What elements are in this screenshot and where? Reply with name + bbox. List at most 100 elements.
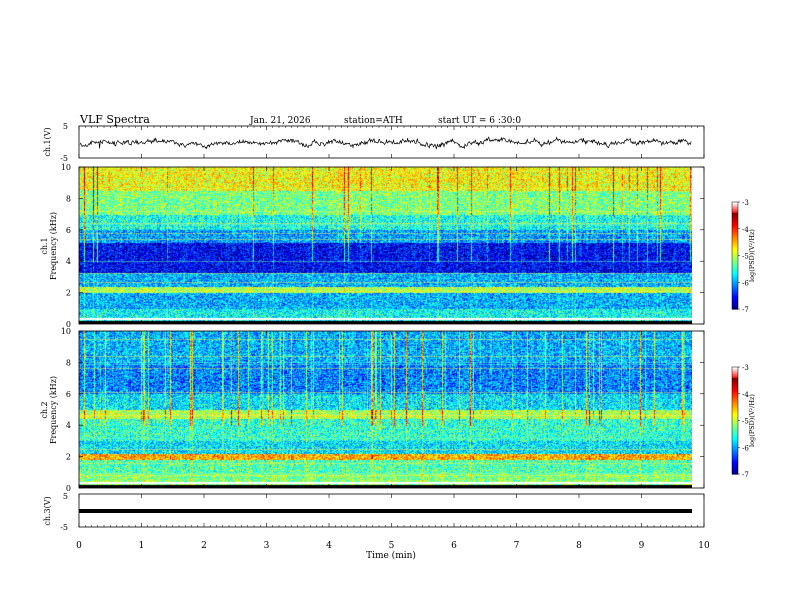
colorbar-swatch [732, 372, 738, 375]
colorbar-swatch [732, 472, 738, 475]
time-tick-label: 9 [639, 541, 645, 551]
colorbar-swatch [732, 438, 738, 441]
colorbar-swatch [732, 406, 738, 409]
ch2-spec-ylabel-channel: ch.2 [40, 401, 49, 418]
ch3-ytick-bottom: -5 [60, 523, 68, 532]
colorbar-swatch [732, 374, 738, 377]
ch1-spectrogram-panel: 0 2 4 6 8 10 ch.1 Frequency (kHz) -3 -4 -5 -6 -7 l… [40, 163, 756, 329]
ch1-ytick-bottom: -5 [60, 154, 68, 163]
ch1-ytick-top: 5 [63, 122, 68, 131]
colorbar-swatch [732, 244, 738, 248]
freq-tick-label: 8 [66, 358, 71, 367]
colorbar-swatch [732, 214, 738, 217]
colorbar-swatch [732, 399, 738, 402]
colorbar-swatch [732, 393, 738, 397]
colorbar-swatch [732, 440, 738, 443]
ch3-waveform-ylabel: ch.3(V) [43, 496, 52, 525]
colorbar-swatch [732, 411, 738, 414]
ch1-colorbar: -3 -4 -5 -6 -7 log(PSD)(V²/Hz) [731, 199, 756, 314]
ch1-spec-ylabel-frequency: Frequency (kHz) [49, 212, 58, 280]
colorbar-swatch [732, 294, 738, 298]
colorbar-swatch [732, 209, 738, 212]
colorbar-tick-label: -4 [742, 226, 749, 234]
colorbar-swatch [732, 223, 738, 226]
freq-tick-label: 8 [66, 194, 71, 203]
colorbar-swatch [732, 465, 738, 468]
colorbar-swatch [732, 375, 738, 379]
colorbar-swatch [732, 391, 738, 395]
ch2-colorbar: -3 -4 -5 -6 -7 log(PSD)(V²/Hz) [731, 364, 756, 479]
colorbar-swatch [732, 404, 738, 407]
colorbar-swatch [732, 381, 738, 384]
colorbar-swatch [732, 463, 738, 466]
colorbar-swatch [732, 415, 738, 418]
colorbar-swatch [732, 269, 738, 273]
station-label: station=ATH [344, 116, 403, 126]
colorbar-swatch [732, 226, 738, 230]
freq-tick-label: 0 [66, 320, 71, 329]
colorbar-tick-label: -6 [742, 444, 749, 452]
freq-tick-label: 2 [66, 289, 71, 298]
colorbar-swatch [732, 275, 738, 278]
colorbar-tick-label: -3 [742, 199, 749, 207]
freq-tick-label: 2 [66, 453, 71, 462]
colorbar-swatch [732, 466, 738, 470]
colorbar-swatch [732, 292, 738, 296]
colorbar-swatch [732, 259, 738, 262]
freq-tick-label: 10 [61, 163, 71, 172]
colorbar-tick-label: -6 [742, 279, 749, 287]
colorbar-swatch [732, 384, 738, 388]
colorbar-swatch [732, 470, 738, 473]
time-tick-label: 10 [698, 541, 710, 551]
colorbar-swatch [732, 266, 738, 269]
date-label: Jan. 21, 2026 [249, 116, 311, 126]
colorbar-swatch [732, 305, 738, 308]
colorbar-swatch [732, 235, 738, 239]
colorbar-swatch [732, 400, 738, 404]
colorbar-swatch [732, 243, 738, 246]
colorbar-swatch [732, 390, 738, 393]
time-tick-label: 2 [201, 541, 207, 551]
colorbar-swatch [732, 413, 738, 416]
colorbar-swatch [732, 289, 738, 292]
colorbar-swatch [732, 425, 738, 429]
ch3-ytick-top: 5 [63, 492, 68, 501]
colorbar-tick-label: -5 [742, 253, 749, 261]
colorbar-swatch [732, 449, 738, 452]
time-axis-label: Time (min) [366, 550, 416, 561]
colorbar-swatch [732, 282, 738, 285]
time-tick-label: 8 [576, 541, 582, 551]
colorbar-swatch [732, 250, 738, 253]
ch1-waveform-panel: 5 -5 ch.1(V) [43, 122, 705, 163]
colorbar-swatch [732, 264, 738, 267]
colorbar-swatch [732, 447, 738, 450]
freq-tick-label: 6 [66, 226, 71, 235]
colorbar-swatch [732, 278, 738, 282]
colorbar-swatch [732, 452, 738, 455]
freq-tick-label: 4 [66, 421, 71, 430]
colorbar-swatch [732, 443, 738, 447]
colorbar-swatch [732, 260, 738, 264]
colorbar-tick-label: -3 [742, 364, 749, 372]
colorbar-swatch [732, 461, 738, 464]
colorbar-swatch [732, 300, 738, 303]
freq-tick-label: 6 [66, 390, 71, 399]
colorbar-swatch [732, 395, 738, 398]
colorbar-swatch [732, 298, 738, 301]
colorbar-swatch [732, 427, 738, 431]
colorbar-swatch [732, 383, 738, 386]
colorbar-swatch [732, 379, 738, 382]
colorbar-swatch [732, 456, 738, 459]
colorbar-swatch [732, 205, 738, 208]
colorbar-swatch [732, 287, 738, 290]
ch2-spectrogram-heatmap [79, 331, 692, 488]
colorbar-swatch [732, 271, 738, 274]
colorbar-swatch [732, 280, 738, 283]
colorbar-swatch [732, 230, 738, 233]
colorbar-swatch [732, 408, 738, 411]
time-tick-label: 6 [451, 541, 457, 551]
colorbar-swatch [732, 441, 738, 445]
colorbar-swatch [732, 267, 738, 271]
colorbar-tick-label: -4 [742, 391, 749, 399]
